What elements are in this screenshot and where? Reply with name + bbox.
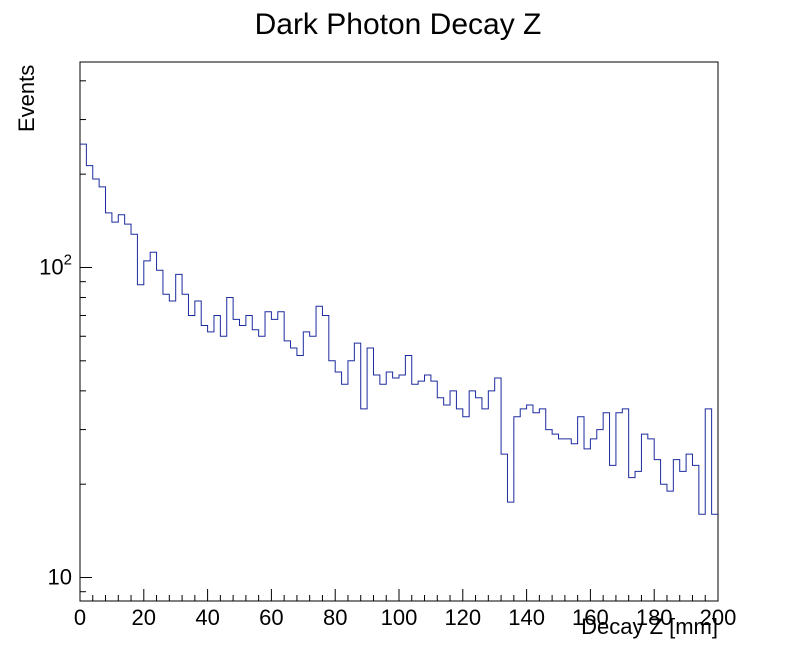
x-tick-label: 100 <box>381 605 418 630</box>
axis-ticks <box>79 80 719 601</box>
axis-tick-labels: 0 20 40 60 80 100 120 140 160 180 200 10 102 <box>39 251 736 630</box>
x-tick-label: 60 <box>259 605 283 630</box>
x-tick-label: 0 <box>74 605 86 630</box>
x-tick-label: 20 <box>132 605 156 630</box>
y-tick-label: 10 <box>48 565 72 590</box>
y-tick-label: 102 <box>39 251 72 279</box>
x-tick-label: 80 <box>323 605 347 630</box>
x-tick-label: 120 <box>444 605 481 630</box>
chart-title: Dark Photon Decay Z <box>254 8 542 41</box>
x-tick-label: 140 <box>508 605 545 630</box>
x-axis-title: Decay Z [mm] <box>581 614 718 639</box>
x-tick-label: 40 <box>195 605 219 630</box>
y-axis-title: Events <box>14 64 39 132</box>
x-tick-label: 200 <box>700 605 737 630</box>
plot-frame <box>79 61 719 602</box>
x-tick-label: 180 <box>636 605 673 630</box>
x-tick-label: 160 <box>572 605 609 630</box>
histogram-line <box>80 143 718 515</box>
